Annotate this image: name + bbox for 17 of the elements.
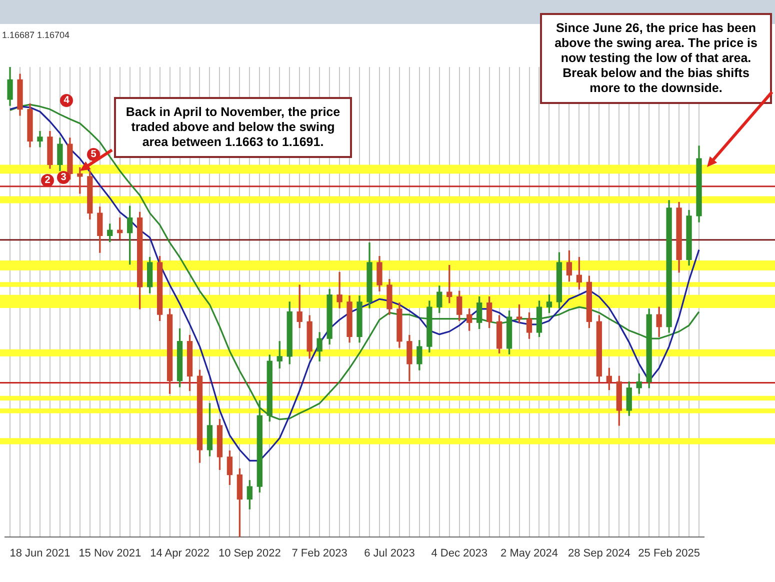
x-tick-label: 4 Dec 2023	[431, 547, 488, 560]
annotation: Since June 26, the price has been above the swing area. The price is now testing the low of that area. Break below and the bias shifts more to the downside.	[540, 13, 772, 104]
x-tick-label: 2 May 2024	[500, 547, 558, 560]
x-tick-label: 6 Jul 2023	[364, 547, 415, 560]
annotation: 2	[41, 174, 54, 187]
annotation: Back in April to November, the price traded above and below the swing area between 1.1663 to 1.1691.	[114, 97, 352, 158]
x-tick-label: 18 Jun 2021	[10, 547, 70, 560]
annotation: 3	[57, 171, 70, 184]
x-tick-label: 10 Sep 2022	[218, 547, 281, 560]
x-tick-label: 14 Apr 2022	[150, 547, 210, 560]
x-tick-label: 7 Feb 2023	[292, 547, 348, 560]
x-tick-label: 15 Nov 2021	[78, 547, 142, 560]
text: 1.16687 1.16704	[2, 30, 70, 40]
x-tick-label: 28 Sep 2024	[568, 547, 630, 560]
annotation: 4	[60, 94, 73, 107]
x-tick-label: 25 Feb 2025	[638, 547, 700, 560]
annotation: 5	[87, 148, 100, 161]
